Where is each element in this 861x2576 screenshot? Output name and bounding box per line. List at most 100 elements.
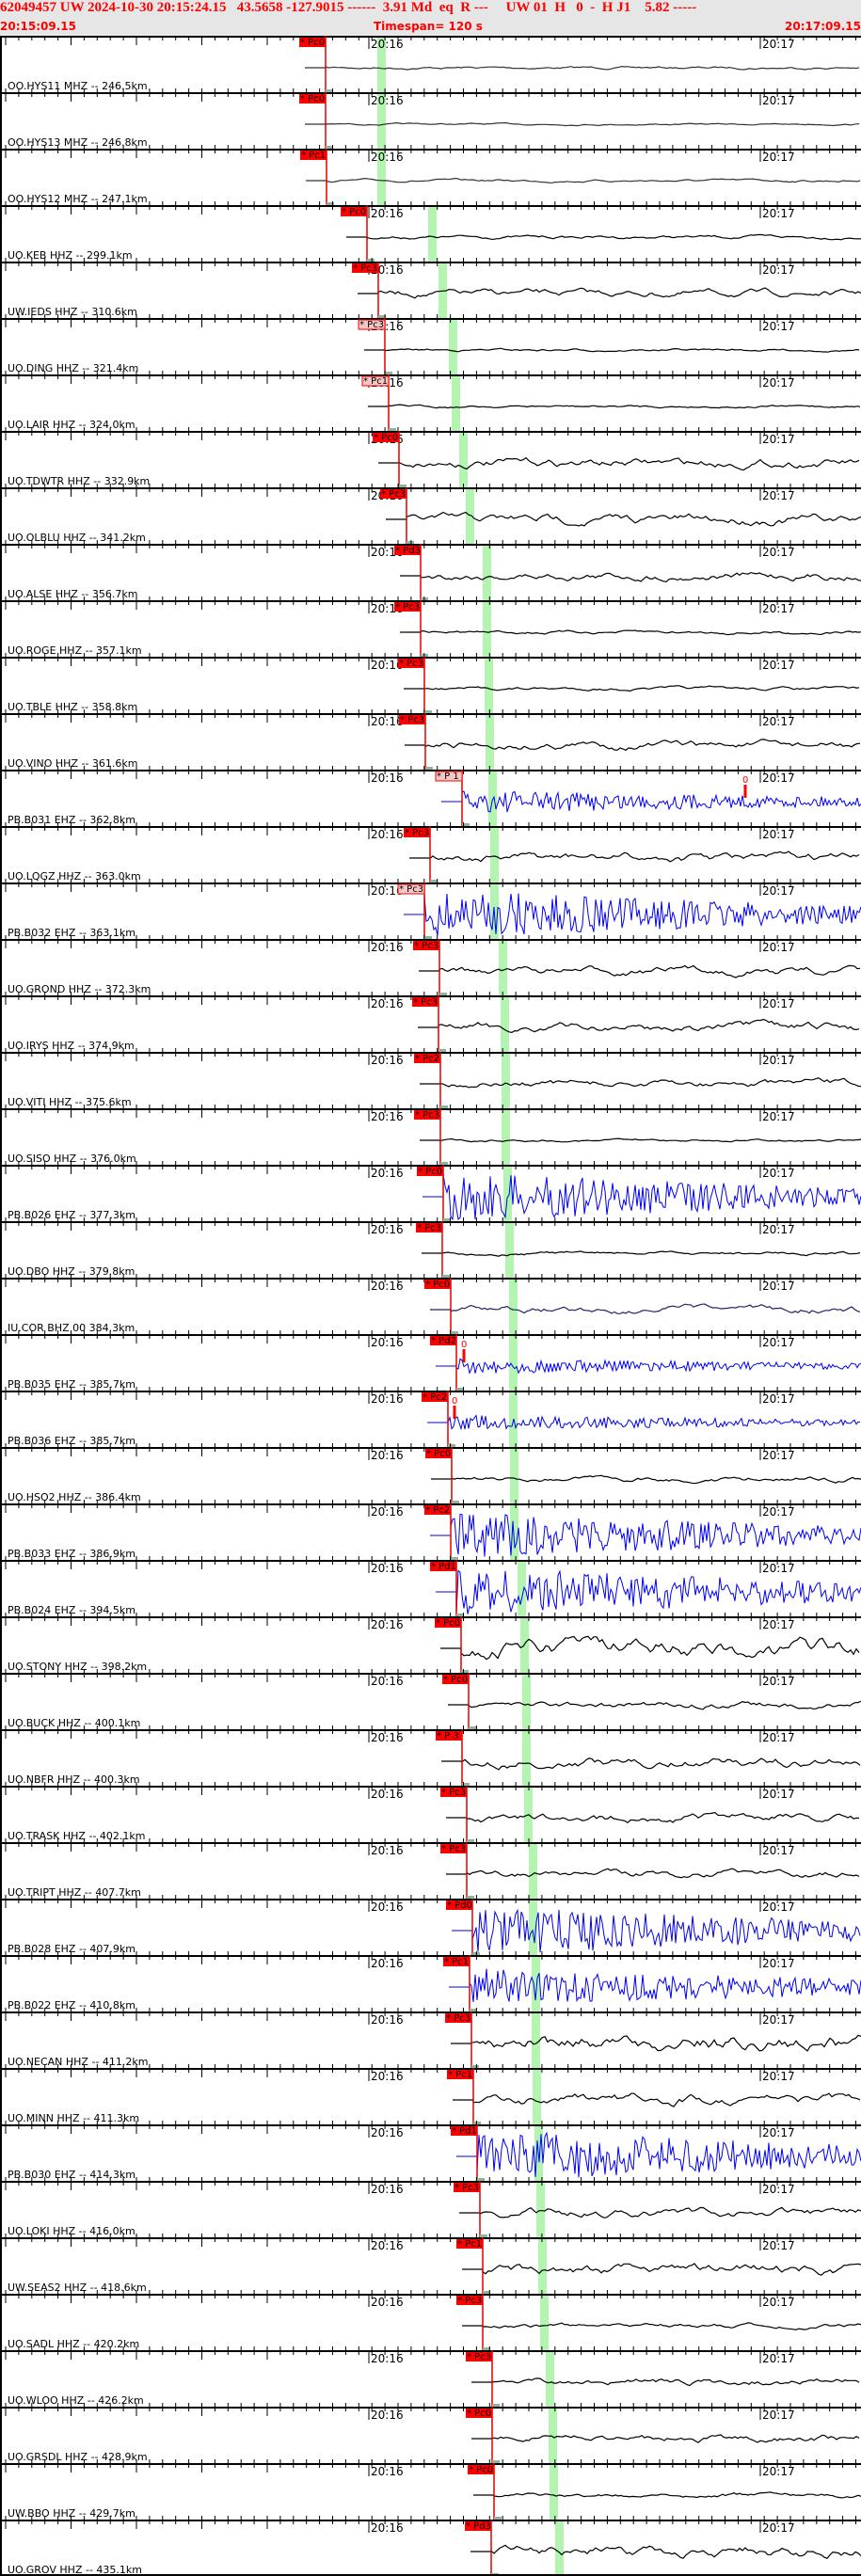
pick-flag[interactable] bbox=[440, 1844, 467, 1853]
pick-flag[interactable] bbox=[465, 2521, 491, 2531]
pick-flag[interactable] bbox=[399, 715, 425, 724]
pick-flag[interactable] bbox=[361, 375, 390, 387]
pick-flag[interactable] bbox=[466, 2409, 492, 2418]
trace-row[interactable]: 20:16 20:17 * Pc0 IU.COR BHZ 00 384.3km bbox=[0, 1274, 861, 1334]
trace-row[interactable]: 20:16 20:17 0 * Pd2 PB.B035 EHZ -- 385.7km bbox=[0, 1330, 861, 1391]
pick-flag[interactable] bbox=[440, 1788, 467, 1797]
pick-flag[interactable] bbox=[299, 94, 326, 103]
trace-row[interactable]: 20:16 20:17 * Pc0 OO.HYS13 MHZ -- 246.8km bbox=[0, 88, 861, 149]
trace-row[interactable]: 20:16 20:17 * Pc3 UO.LOKI HHZ -- 416.0km bbox=[0, 2177, 861, 2237]
pick-flag[interactable] bbox=[442, 1675, 469, 1684]
trace-row[interactable]: 20:16 20:17 * Pd3 UO.GROV HHZ -- 435.1km bbox=[0, 2516, 861, 2576]
pick-flag[interactable] bbox=[466, 2352, 492, 2361]
pick-flag[interactable] bbox=[447, 2070, 473, 2079]
pick-flag[interactable] bbox=[397, 883, 425, 895]
trace-row[interactable]: 20:16 20:17 * Pc0 UO.GRSDL HHZ -- 428.9km bbox=[0, 2403, 861, 2463]
pick-flag[interactable] bbox=[435, 771, 463, 782]
trace-row[interactable]: 20:16 20:17 * Pd1 PB.B030 EHZ -- 414.3km bbox=[0, 2121, 861, 2181]
pick-flag[interactable] bbox=[468, 2465, 494, 2474]
pick-uncertainty bbox=[456, 1614, 464, 1616]
trace-row[interactable]: 20:16 20:17 * Pc3 UO.GROND HHZ -- 372.3km bbox=[0, 935, 861, 995]
trace-row[interactable]: 20:16 20:17 * Pc1 OO.HYS12 MHZ -- 247.1km bbox=[0, 145, 861, 205]
pick-flag[interactable] bbox=[436, 1731, 462, 1741]
waveform bbox=[430, 1303, 861, 1314]
pick-flag[interactable] bbox=[454, 2183, 480, 2192]
trace-row[interactable]: 20:16 20:17 * Pc3 UO.TRIPT HHZ -- 407.7km bbox=[0, 1838, 861, 1899]
pick-flag[interactable] bbox=[446, 1900, 472, 1910]
trace-row[interactable]: 20:16 20:17 * Pc0 UO.BUCK HHZ -- 400.1km bbox=[0, 1669, 861, 1729]
pick-flag[interactable] bbox=[425, 1449, 452, 1458]
minute-label: 20:17 bbox=[762, 376, 795, 390]
pick-flag[interactable] bbox=[394, 546, 421, 555]
pick-flag[interactable] bbox=[352, 263, 378, 273]
trace-row[interactable]: 20:16 20:17 * Pc0 UO.STONY HHZ -- 398.2km bbox=[0, 1613, 861, 1673]
pick-flag[interactable] bbox=[300, 151, 327, 160]
pick-flag[interactable] bbox=[430, 1562, 456, 1571]
pick-flag[interactable] bbox=[412, 997, 438, 1007]
trace-row[interactable]: 20:16 20:17 * Pc3 UO.IRYS HHZ -- 374.9km bbox=[0, 992, 861, 1052]
pick-flag[interactable] bbox=[422, 1392, 448, 1402]
waveform bbox=[409, 851, 860, 863]
trace-row[interactable]: 20:16 20:17 * Pc0 PB.B026 EHZ -- 377.3km bbox=[0, 1161, 861, 1221]
trace-row[interactable]: 20:16 20:17 * Pc3 UO.VINO HHZ -- 361.6km bbox=[0, 709, 861, 770]
trace-row[interactable]: 20:16 20:17 * Pd0 PB.B028 EHZ -- 407.9km bbox=[0, 1895, 861, 1955]
pick-flag[interactable] bbox=[424, 1280, 451, 1289]
trace-row[interactable]: 20:16 20:17 * Pc3 UO.TBLE HHZ -- 358.8km bbox=[0, 653, 861, 713]
pick-flag[interactable] bbox=[435, 1618, 461, 1628]
trace-row[interactable]: 20:16 20:17 0 * Pc2 PB.B036 EHZ -- 385.7km bbox=[0, 1387, 861, 1447]
pick-flag[interactable] bbox=[299, 38, 326, 47]
pick-flag[interactable] bbox=[358, 319, 386, 330]
pick-flag[interactable] bbox=[451, 2126, 477, 2136]
pick-flag[interactable] bbox=[380, 489, 407, 499]
pick-flag[interactable] bbox=[456, 2296, 483, 2305]
waveform bbox=[305, 121, 860, 127]
pick-flag[interactable] bbox=[417, 1167, 443, 1176]
pick-flag[interactable] bbox=[404, 828, 430, 837]
trace-row[interactable]: 20:16 20:17 * Pc2 PB.B033 EHZ -- 386.9km bbox=[0, 1500, 861, 1560]
trace-row[interactable]: 20:16 20:17 * Pc3 UO.LQGZ HHZ -- 363.0km bbox=[0, 822, 861, 883]
pick-flag[interactable] bbox=[394, 602, 421, 612]
pick-flag[interactable] bbox=[414, 1054, 440, 1063]
pick-flag[interactable] bbox=[445, 2013, 471, 2023]
trace-row[interactable]: 20:16 20:17 * Pc0 OO.HYS11 MHZ -- 246.5km bbox=[0, 36, 861, 92]
trace-row[interactable]: 20:16 20:17 * Pc0 UW.BBO HHZ -- 429.7km bbox=[0, 2459, 861, 2520]
trace-row[interactable]: 20:16 20:17 0 * P 1 PB.B031 EHZ -- 362.8km bbox=[0, 766, 861, 826]
trace-row[interactable]: 20:16 20:17 * Pd1 PB.B024 EHZ -- 394.5km bbox=[0, 1556, 861, 1616]
trace-row[interactable]: 20:16 20:17 * Pc1 PB.B022 EHZ -- 410.8km bbox=[0, 1951, 861, 2012]
trace-row[interactable]: 20:16 20:17 * Pc2 UO.VITI HHZ -- 375.6km bbox=[0, 1048, 861, 1108]
pick-flag[interactable] bbox=[443, 1957, 470, 1966]
trace-row[interactable]: 20:16 20:17 * Pc3 UO.DBO HHZ -- 379.8km bbox=[0, 1217, 861, 1278]
pick-label: * Pd1 bbox=[452, 2126, 477, 2137]
trace-row[interactable]: 20:16 20:17 * Pc0 UO.KEB HHZ -- 299.1km bbox=[0, 201, 861, 262]
pick-flag[interactable] bbox=[424, 1505, 451, 1515]
pick-flag[interactable] bbox=[456, 2239, 483, 2249]
pick-flag[interactable] bbox=[430, 1336, 456, 1345]
trace-row[interactable]: 20:16 20:17 * Pc3 UO.SADL HHZ -- 420.2km bbox=[0, 2290, 861, 2350]
pick-flag[interactable] bbox=[413, 941, 439, 950]
pick-flag[interactable] bbox=[398, 659, 424, 668]
pick-flag[interactable] bbox=[373, 433, 399, 442]
trace-row[interactable]: 20:16 20:17 * Pc1 UO.MINN HHZ -- 411.3km bbox=[0, 2064, 861, 2124]
station-label: PB.B028 EHZ -- 407.9km bbox=[8, 1943, 136, 1955]
minute-label: 20:17 bbox=[762, 1336, 795, 1349]
trace-row[interactable]: 20:16 20:17 * Pc1 UW.SEAS2 HHZ -- 418.6km bbox=[0, 2234, 861, 2294]
trace-row[interactable]: 20:16 20:17 * Pc3 UO.SISO HHZ -- 376.0km bbox=[0, 1105, 861, 1165]
trace-row[interactable]: 20:16 20:17 * P 3 UO.NBFR HHZ -- 400.3km bbox=[0, 1725, 861, 1786]
seismogram-record-section[interactable]: 20:16 20:17 * Pc0 OO.HYS11 MHZ -- 246.5km 20… bbox=[0, 36, 861, 2576]
trace-row[interactable]: 20:16 20:17 * Pc0 UO.HSO2 HHZ -- 386.4km bbox=[0, 1443, 861, 1503]
trace-row[interactable]: 20:16 20:17 * Pc3 UO.WLOO HHZ -- 426.2km bbox=[0, 2346, 861, 2407]
trace-row[interactable]: 20:16 20:17 * Pc3 UO.TRASK HHZ -- 402.1km bbox=[0, 1782, 861, 1842]
trace-row[interactable]: 20:16 20:17 * Pc3 UO.NECAN HHZ -- 411.2km bbox=[0, 2008, 861, 2068]
pick-flag[interactable] bbox=[341, 207, 367, 216]
trace-row[interactable]: 20:16 20:17 * Pc3 PB.B032 EHZ -- 363.1km bbox=[0, 879, 861, 939]
pick-flag[interactable] bbox=[416, 1223, 442, 1232]
pick-flag[interactable] bbox=[414, 1110, 440, 1120]
